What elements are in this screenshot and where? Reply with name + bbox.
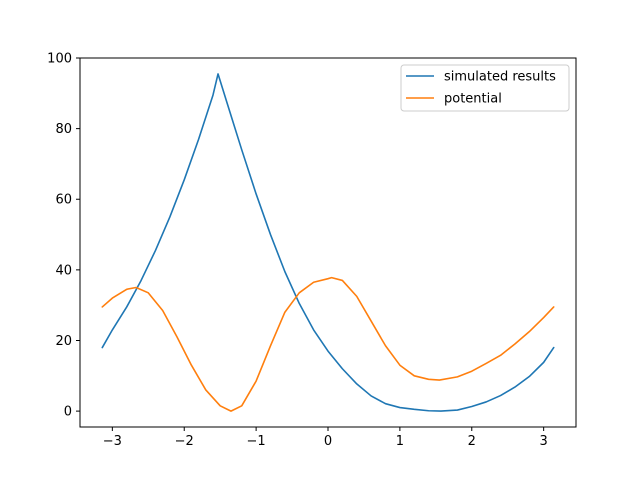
y-tick-label: 100 (47, 52, 72, 67)
x-tick-label: 0 (324, 434, 332, 449)
x-axis: −3 −2 −1 0 1 2 3 (103, 427, 548, 449)
series-layer (101, 73, 555, 412)
x-tick-label: −1 (247, 434, 266, 449)
x-tick-label: −2 (175, 434, 194, 449)
x-tick-label: 3 (540, 434, 548, 449)
y-tick-label: 80 (55, 122, 72, 137)
x-tick-label: −3 (103, 434, 122, 449)
y-axis: 0 20 40 60 80 100 (47, 52, 80, 420)
y-tick-label: 40 (55, 263, 72, 278)
y-tick-label: 20 (55, 334, 72, 349)
series-line-1 (101, 276, 555, 412)
legend: simulated results potential (400, 64, 570, 112)
legend-box (400, 64, 570, 112)
x-tick-label: 2 (468, 434, 476, 449)
series-line-0 (101, 73, 555, 412)
y-tick-label: 60 (55, 193, 72, 208)
x-tick-label: 1 (396, 434, 404, 449)
legend-label-0: simulated results (444, 70, 556, 85)
legend-label-1: potential (444, 92, 502, 107)
y-tick-label: 0 (64, 405, 72, 420)
